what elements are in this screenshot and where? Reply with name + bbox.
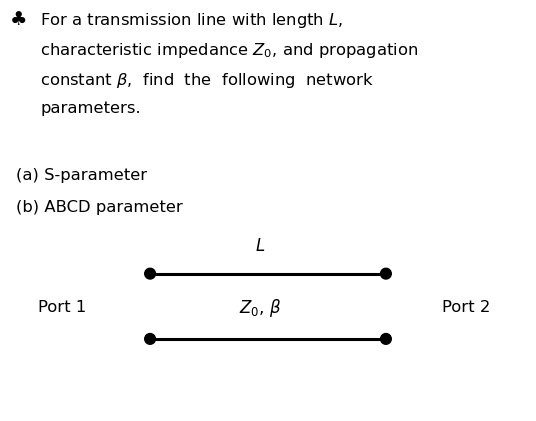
Text: $Z_0$, $\beta$: $Z_0$, $\beta$ [239,297,281,319]
Text: For a transmission line with length $L$,: For a transmission line with length $L$, [40,11,344,29]
Text: Port 2: Port 2 [442,300,490,315]
Text: Port 1: Port 1 [38,300,86,315]
Text: (a) S-parameter: (a) S-parameter [16,168,147,184]
Text: ♣: ♣ [10,11,27,29]
Text: $L$: $L$ [255,237,265,255]
Text: (b) ABCD parameter: (b) ABCD parameter [16,200,183,215]
Ellipse shape [381,268,391,279]
Ellipse shape [145,268,155,279]
Ellipse shape [381,333,391,344]
Text: parameters.: parameters. [40,101,141,117]
Ellipse shape [145,333,155,344]
Text: constant $\beta$,  find  the  following  network: constant $\beta$, find the following net… [40,71,374,90]
Text: characteristic impedance $Z_0$, and propagation: characteristic impedance $Z_0$, and prop… [40,41,418,60]
